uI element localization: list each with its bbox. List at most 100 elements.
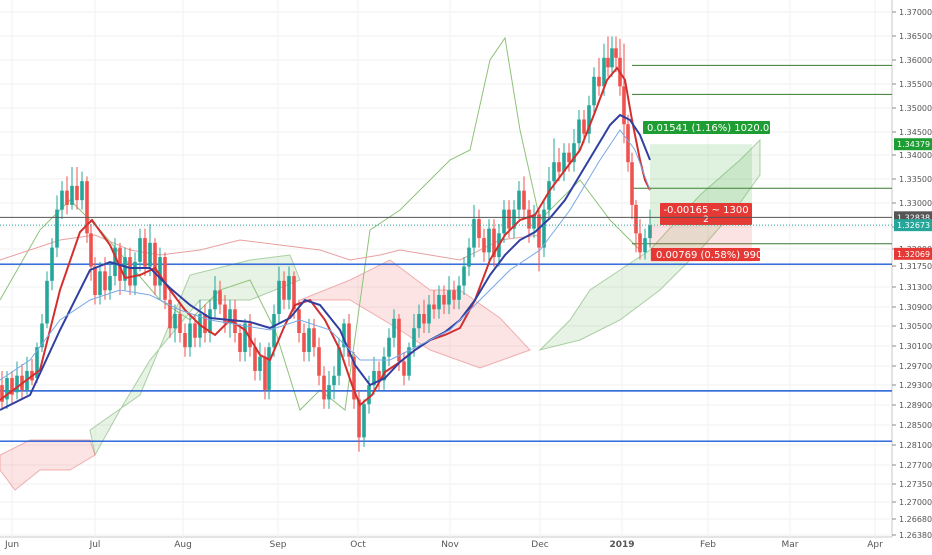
candle-body [218,290,222,305]
candle-body [648,225,652,239]
candle-body [622,86,626,125]
y-tick-label: 1.36000 [899,56,932,65]
x-tick-label: Jul [89,540,101,550]
price-badge-text: 1.34379 [897,140,930,149]
candle-body [282,280,286,300]
candle-body [258,356,262,371]
y-tick-label: 1.35000 [899,104,932,113]
candle-body [552,162,556,182]
y-tick-label: 1.35500 [899,80,932,89]
candle-body [392,318,396,338]
candle-body [582,119,586,134]
candle-body [297,309,301,333]
x-tick-label: Mar [782,540,799,550]
candle-body [5,378,9,400]
candle-body [537,214,541,248]
candle-body [332,375,336,386]
candle-body [327,385,331,400]
candle-body [317,347,321,376]
x-tick-label: 2019 [609,540,634,550]
candle-body [133,261,137,286]
baseline-span [0,234,541,261]
candle-body [432,304,436,310]
candle-body [98,271,102,296]
position-label-text: -0.00165 ~ 1300 [663,205,748,216]
candle-body [547,181,551,210]
candle-body [10,378,14,395]
candle-body [542,209,546,248]
candle-body [357,399,361,438]
candle-body [89,233,93,267]
y-tick-label: 1.31300 [899,283,932,292]
target-label-bg [643,121,770,134]
candle-body [487,228,491,253]
x-tick-label: Sep [270,540,287,550]
y-tick-label: 1.26380 [899,531,932,540]
y-tick-label: 1.33000 [899,199,932,208]
candle-body [387,337,391,357]
y-tick-label: 1.33500 [899,175,932,184]
x-tick-label: Feb [700,540,716,550]
candle-body [472,219,476,248]
candle-body [85,181,89,234]
candle-body [347,323,351,357]
target-label-text: 0.01541 (1.16%) 1020.03 [647,123,776,134]
position-label-text-2: 2 [703,215,709,225]
candle-body [572,143,576,163]
candle-body [372,370,376,386]
candle-body [482,238,486,253]
x-tick-label: Aug [174,540,192,550]
candle-body [532,214,536,229]
candle-body [643,238,647,253]
candle-body [437,295,441,310]
candle-body [447,290,451,305]
y-tick-label: 1.29700 [899,362,932,371]
x-tick-label: Nov [441,540,459,550]
y-tick-label: 1.34500 [899,128,932,137]
candle-body [502,209,506,234]
candle-body [143,238,147,267]
y-tick-label: 1.26680 [899,515,932,524]
candle-body [70,185,74,205]
y-tick-label: 1.37000 [899,8,932,17]
candle-body [148,242,152,267]
x-tick-label: Dec [531,540,548,550]
price-badge-text: 1.32069 [897,250,930,259]
price-badge: 1.34379 [894,138,932,151]
candle-body [412,328,416,348]
y-tick-label: 1.36500 [899,32,932,41]
y-tick-label: 1.28100 [899,441,932,450]
candle-body [402,361,406,376]
candle-body [253,347,257,371]
y-tick-label: 1.27700 [899,461,932,470]
candle-body [0,385,4,402]
candle-body [362,404,366,438]
candle-body [287,276,291,300]
candle-body [292,276,296,310]
candle-body [60,190,64,210]
candle-body [158,257,162,286]
y-tick-label: 1.30500 [899,322,932,331]
y-tick-label: 1.30900 [899,303,932,312]
y-tick-label: 1.28900 [899,401,932,410]
candle-body [492,228,496,258]
candle-body [638,233,642,253]
candle-body [108,276,112,291]
candle-body [626,124,630,163]
candle-body [417,314,421,329]
candle-body [322,375,326,400]
candle-body [123,257,127,281]
candle-body [55,209,59,248]
candle-body [203,314,207,333]
position-label-bg [660,203,752,225]
candle-body [377,370,381,381]
candle-body [113,247,117,277]
candle-body [223,304,227,324]
candle-body [630,162,634,205]
x-tick-label: Apr [867,540,883,550]
price-badge-bg [894,247,932,260]
candle-body [248,323,252,348]
ema-fast-line [0,66,651,407]
